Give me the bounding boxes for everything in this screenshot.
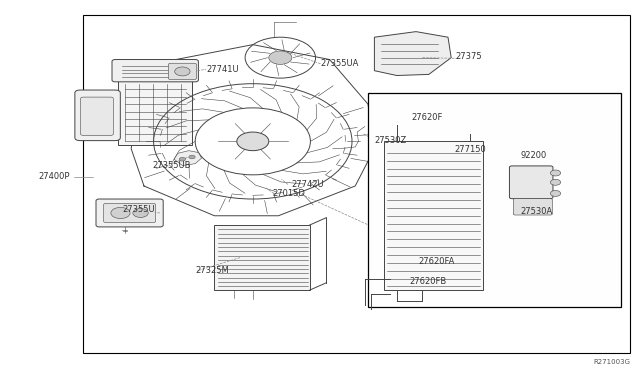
Text: 27742U: 27742U: [291, 180, 324, 189]
Text: 27530A: 27530A: [520, 207, 552, 216]
Circle shape: [550, 179, 561, 185]
FancyBboxPatch shape: [513, 199, 552, 215]
Text: 27015D: 27015D: [272, 189, 305, 198]
FancyBboxPatch shape: [168, 63, 196, 80]
Circle shape: [111, 208, 130, 219]
FancyBboxPatch shape: [509, 166, 553, 199]
Polygon shape: [174, 151, 202, 166]
Text: 27620FB: 27620FB: [410, 277, 447, 286]
Text: 27355UA: 27355UA: [320, 60, 358, 68]
FancyBboxPatch shape: [81, 97, 113, 135]
Text: 27355UB: 27355UB: [152, 161, 191, 170]
Circle shape: [189, 155, 195, 159]
Bar: [368, 93, 621, 307]
Circle shape: [269, 51, 292, 64]
Polygon shape: [374, 32, 451, 76]
Text: R271003G: R271003G: [593, 359, 630, 365]
Text: 277150: 277150: [454, 145, 486, 154]
Text: 27530Z: 27530Z: [374, 136, 406, 145]
Text: 27355U: 27355U: [123, 205, 156, 214]
Circle shape: [175, 67, 190, 76]
Text: 27400P: 27400P: [38, 172, 70, 181]
Circle shape: [237, 132, 269, 151]
Text: 27620FA: 27620FA: [419, 257, 455, 266]
Bar: [214, 225, 310, 290]
Circle shape: [550, 170, 561, 176]
FancyBboxPatch shape: [75, 90, 120, 141]
Text: 27325M: 27325M: [195, 266, 229, 275]
Text: 92200: 92200: [520, 151, 547, 160]
Text: 27375: 27375: [456, 52, 483, 61]
Circle shape: [179, 157, 186, 161]
FancyBboxPatch shape: [96, 199, 163, 227]
Text: 27741U: 27741U: [207, 65, 239, 74]
Bar: [384, 141, 483, 290]
Circle shape: [133, 208, 148, 217]
FancyBboxPatch shape: [112, 60, 198, 82]
Bar: [83, 15, 630, 353]
Text: 27620F: 27620F: [412, 113, 443, 122]
FancyBboxPatch shape: [104, 203, 156, 222]
FancyBboxPatch shape: [118, 80, 192, 145]
Circle shape: [550, 190, 561, 196]
